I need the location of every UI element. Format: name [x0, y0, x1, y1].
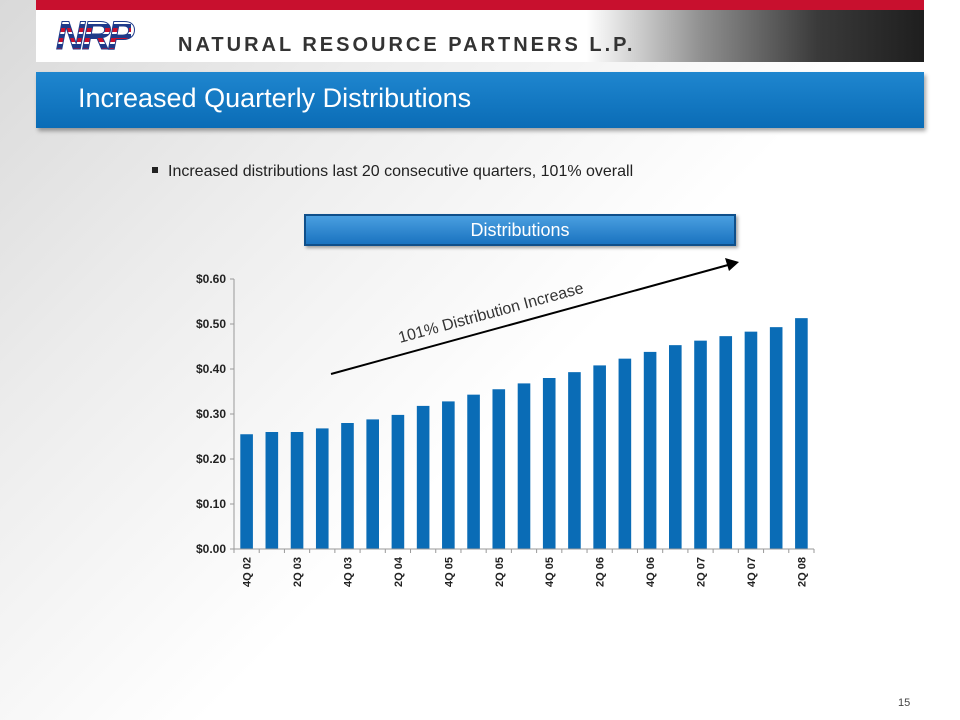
bar-1q08 [769, 327, 783, 549]
bar-4q05 [542, 378, 556, 549]
bar-3q07 [719, 336, 733, 549]
bar-2q08 [795, 318, 808, 549]
slide-title: Increased Quarterly Distributions [78, 83, 472, 113]
company-logo-outline: NRP [55, 14, 134, 59]
company-name: NATURAL RESOURCE PARTNERS L.P. [178, 34, 636, 56]
bar-3q05 [517, 383, 531, 549]
bar-1q06 [568, 372, 581, 549]
x-axis: 4Q 02 2Q 03 4Q 03 2Q 04 4Q 05 2Q 05 4Q 05 2Q 06… [233, 548, 815, 587]
bar-4q07 [744, 331, 758, 549]
bullet-text: Increased distributions last 20 consecut… [168, 163, 634, 180]
page-number: 15 [898, 697, 911, 709]
x-tick-label: 4Q 05 [544, 557, 556, 587]
y-axis: $0.00 $0.10 $0.20 $0.30 $0.40 $0.50 $0.60 [196, 272, 235, 556]
x-tick-label: 2Q 04 [393, 556, 405, 587]
y-tick-label: $0.30 [196, 407, 226, 421]
company-header: NRP NRP NATURAL RESOURCE PARTNERS L.P. [36, 10, 924, 62]
bar-3q03 [315, 428, 329, 549]
title-bar: Increased Quarterly Distributions [36, 72, 924, 128]
bar-2q04 [391, 414, 405, 549]
bullet-square-icon [152, 166, 158, 173]
bar-4q04 [442, 401, 455, 549]
bar-2q07 [694, 340, 707, 549]
y-tick-label: $0.50 [196, 317, 226, 331]
bar-4q06 [643, 351, 657, 549]
x-tick-label: 4Q 03 [342, 557, 354, 587]
y-tick-label: $0.20 [196, 452, 226, 466]
y-tick-label: $0.60 [196, 272, 226, 286]
bar-1q04 [366, 419, 379, 549]
bullet-point: Increased distributions last 20 consecut… [152, 163, 633, 181]
bar-3q06 [618, 358, 632, 549]
bar-3q04 [416, 405, 430, 549]
x-tick-label: 4Q 06 [645, 557, 657, 587]
increase-annotation: 101% Distribution Increase [397, 280, 586, 347]
x-tick-label: 2Q 08 [796, 557, 808, 587]
x-tick-label: 4Q 07 [746, 557, 758, 587]
increase-arrow-line [330, 264, 729, 375]
y-tick-label: $0.00 [196, 542, 226, 556]
x-tick-label: 4Q 02 [242, 557, 254, 587]
company-logo: NRP [56, 14, 134, 58]
arrow-head-icon [725, 258, 739, 271]
bar-4q02 [240, 434, 253, 549]
bars [240, 318, 808, 549]
bar-4q03 [341, 423, 354, 549]
x-tick-label: 2Q 03 [292, 557, 304, 587]
bar-1q03 [265, 432, 279, 549]
increase-arrow [330, 258, 739, 375]
bar-1q05 [467, 394, 480, 549]
bar-1q07 [669, 345, 682, 549]
x-tick-label: 2Q 07 [696, 557, 708, 587]
x-tick-label: 2Q 05 [494, 557, 506, 587]
x-tick-label: 2Q 06 [595, 557, 607, 587]
x-tick-label: 4Q 05 [443, 557, 455, 587]
top-accent-bar [36, 0, 924, 10]
y-tick-label: $0.40 [196, 362, 226, 376]
bar-2q05 [492, 389, 506, 549]
bar-2q03 [290, 432, 304, 549]
bar-2q06 [593, 365, 606, 549]
y-tick-label: $0.10 [196, 497, 226, 511]
chart-header-box: Distributions [304, 214, 736, 246]
